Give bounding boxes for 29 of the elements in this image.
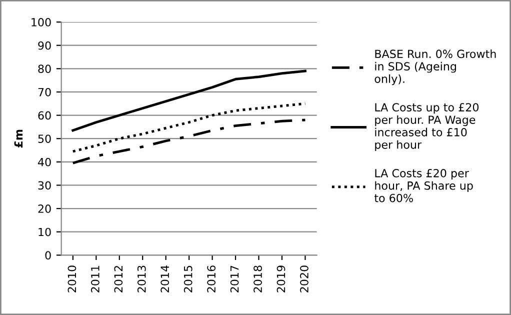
x-tick-label: 2017 (230, 266, 239, 292)
y-axis-title: £m (14, 130, 23, 148)
x-tick-label: 2014 (160, 265, 170, 292)
legend-label: LA Costs £20 per hour, PA Share up to 60% (374, 168, 473, 202)
line-series (72, 118, 306, 164)
y-tick-label: 50 (38, 134, 51, 143)
y-tick-label: 60 (38, 111, 51, 120)
line-series (72, 70, 306, 132)
x-tick-label: 2015 (184, 266, 192, 292)
x-tick-label: 2013 (137, 266, 146, 292)
y-tick-label: 100 (32, 18, 51, 26)
legend-label: LA Costs up to £20 per hour. PA Wage increased to £10 per hour (375, 103, 479, 151)
y-tick-label: 90 (38, 41, 51, 50)
y-tick-label: 30 (38, 181, 51, 190)
y-tick-label: 20 (38, 204, 51, 213)
y-tick-label: 70 (38, 88, 51, 96)
x-tick-label: 2018 (254, 266, 262, 292)
x-tick-label: 2020 (300, 266, 308, 292)
x-tick-label: 2010 (68, 266, 76, 292)
x-tick-label: 2019 (276, 266, 286, 292)
y-tick-label: 80 (38, 64, 51, 74)
x-tick-label: 2016 (207, 266, 216, 292)
line-series (72, 102, 306, 153)
x-tick-label: 2012 (114, 266, 123, 292)
y-tick-label: 40 (38, 158, 51, 166)
y-tick-label: 0 (45, 251, 51, 260)
y-tick-label: 10 (38, 228, 51, 236)
x-tick-label: 2011 (90, 266, 100, 292)
legend-label: BASE Run. 0% Growth in SDS (Ageing only). (374, 49, 496, 86)
